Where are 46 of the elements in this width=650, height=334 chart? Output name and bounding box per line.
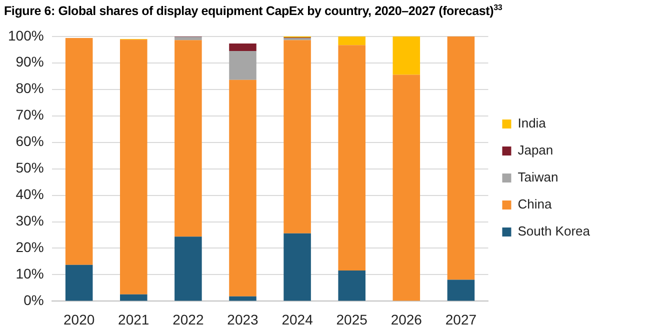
bar <box>447 36 475 280</box>
y-tick-label: 60% <box>16 133 44 150</box>
x-tick-label: 2027 <box>445 311 477 328</box>
legend-label: Japan <box>518 142 554 158</box>
legend-label: India <box>518 116 547 131</box>
bar <box>338 36 366 46</box>
bar <box>392 74 420 301</box>
y-tick-label: 20% <box>16 239 44 256</box>
bar <box>65 264 93 301</box>
x-tick-label: 2022 <box>172 311 204 328</box>
bar <box>229 50 256 80</box>
x-tick-label: 2021 <box>118 311 150 328</box>
y-tick-label: 50% <box>16 160 44 176</box>
legend-label: Taiwan <box>518 170 558 185</box>
legend-label: South Korea <box>518 224 591 239</box>
y-tick-label: 10% <box>16 266 44 282</box>
bar <box>229 296 256 301</box>
bar <box>229 44 256 51</box>
x-tick-label: 2024 <box>282 311 314 328</box>
chart-title: Figure 6: Global shares of display equipment CapEx by country, 2020–2027 (forecast)$^{33}$ <box>4 3 502 18</box>
bar <box>392 36 420 75</box>
bar <box>174 36 202 40</box>
bar <box>120 40 148 294</box>
y-tick-label: 90% <box>16 54 44 70</box>
y-tick-label: 80% <box>16 80 44 96</box>
y-tick-label: 100% <box>8 27 44 44</box>
bar <box>284 233 311 301</box>
y-tick-label: 30% <box>16 212 44 229</box>
bar <box>338 45 366 270</box>
bar <box>65 38 93 265</box>
bar <box>120 294 148 301</box>
y-tick-label: 0% <box>24 292 44 308</box>
bar <box>338 270 366 301</box>
bar <box>284 38 311 40</box>
x-tick-label: 2025 <box>336 311 368 328</box>
bar <box>174 236 202 301</box>
x-tick-label: 2020 <box>64 311 95 328</box>
x-tick-label: 2026 <box>390 311 422 328</box>
legend-label: China <box>518 196 552 212</box>
bar <box>447 280 475 301</box>
y-tick-label: 70% <box>16 106 44 123</box>
bar <box>229 80 256 296</box>
x-tick-label: 2023 <box>227 311 259 328</box>
y-tick-label: 40% <box>16 186 44 202</box>
bar <box>284 40 311 234</box>
bar <box>174 40 202 237</box>
